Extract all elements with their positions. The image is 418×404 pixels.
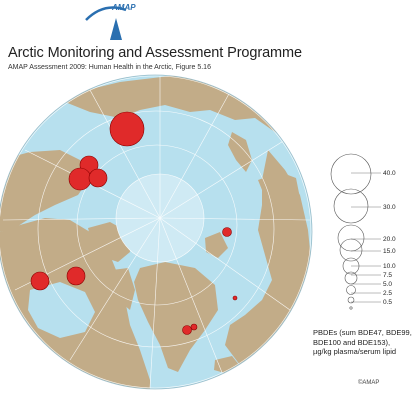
land-kola	[258, 172, 300, 205]
land-baffin	[112, 268, 135, 310]
legend-label-2-5: 2.5	[383, 290, 392, 297]
marker-layer	[30, 111, 238, 335]
legend-caption: PBDEs (sum BDE47, BDE99, BDE100 and BDE1…	[313, 328, 417, 357]
page-subtitle: AMAP Assessment 2009: Human Health in th…	[8, 64, 211, 71]
map-graticule	[0, 75, 312, 389]
legend-leaders	[351, 172, 381, 303]
logo-arc	[85, 6, 127, 21]
map-frame	[0, 74, 313, 390]
logo-triangle	[110, 18, 122, 40]
legend-labels: 40.0 30.0 20.0 15.0 10.0 7.5 5.0 2.5 0.5	[383, 170, 396, 306]
legend-label-5: 5.0	[383, 281, 392, 288]
marker-norway-south-b	[190, 323, 198, 331]
legend-label-7-5: 7.5	[383, 272, 392, 279]
land-greenland	[134, 262, 218, 372]
marker-alaska-west	[68, 167, 92, 191]
legend-label-40: 40.0	[383, 170, 396, 177]
marker-russia-north	[222, 227, 232, 237]
copyright-notice: ©AMAP	[358, 380, 380, 386]
land-svalbard	[205, 232, 228, 258]
arctic-map	[0, 74, 313, 390]
legend-label-30: 30.0	[383, 204, 396, 211]
size-legend: 40.0 30.0 20.0 15.0 10.0 7.5 5.0 2.5 0.5	[330, 153, 396, 310]
legend-caption-line-1: PBDEs (sum BDE47, BDE99,	[313, 328, 412, 337]
legend-caption-line-2: BDE100 and BDE153),	[313, 337, 391, 347]
land-novaya-zemlya	[228, 132, 252, 172]
page-title: Arctic Monitoring and Assessment Program…	[8, 45, 302, 61]
amap-logo: AMAP	[85, 3, 136, 40]
legend-caption-line-3: µg/kg plasma/serum lipid	[313, 347, 397, 356]
legend-label-10: 10.0	[383, 263, 396, 270]
logo-text: AMAP	[111, 3, 136, 12]
marker-norway-north	[232, 295, 238, 301]
marker-norway-south-a	[182, 325, 192, 335]
land-alaska	[0, 150, 90, 232]
marker-canada-east	[66, 266, 86, 286]
legend-label-15: 15.0	[383, 248, 396, 255]
legend-circles	[330, 153, 372, 310]
legend-label-0-5: 0.5	[383, 299, 392, 306]
marker-canada-west	[30, 271, 50, 291]
marker-alaska-east	[88, 168, 108, 188]
legend-label-20: 20.0	[383, 236, 396, 243]
marker-chukotka	[109, 111, 145, 147]
water-hudson-bay	[28, 282, 95, 338]
